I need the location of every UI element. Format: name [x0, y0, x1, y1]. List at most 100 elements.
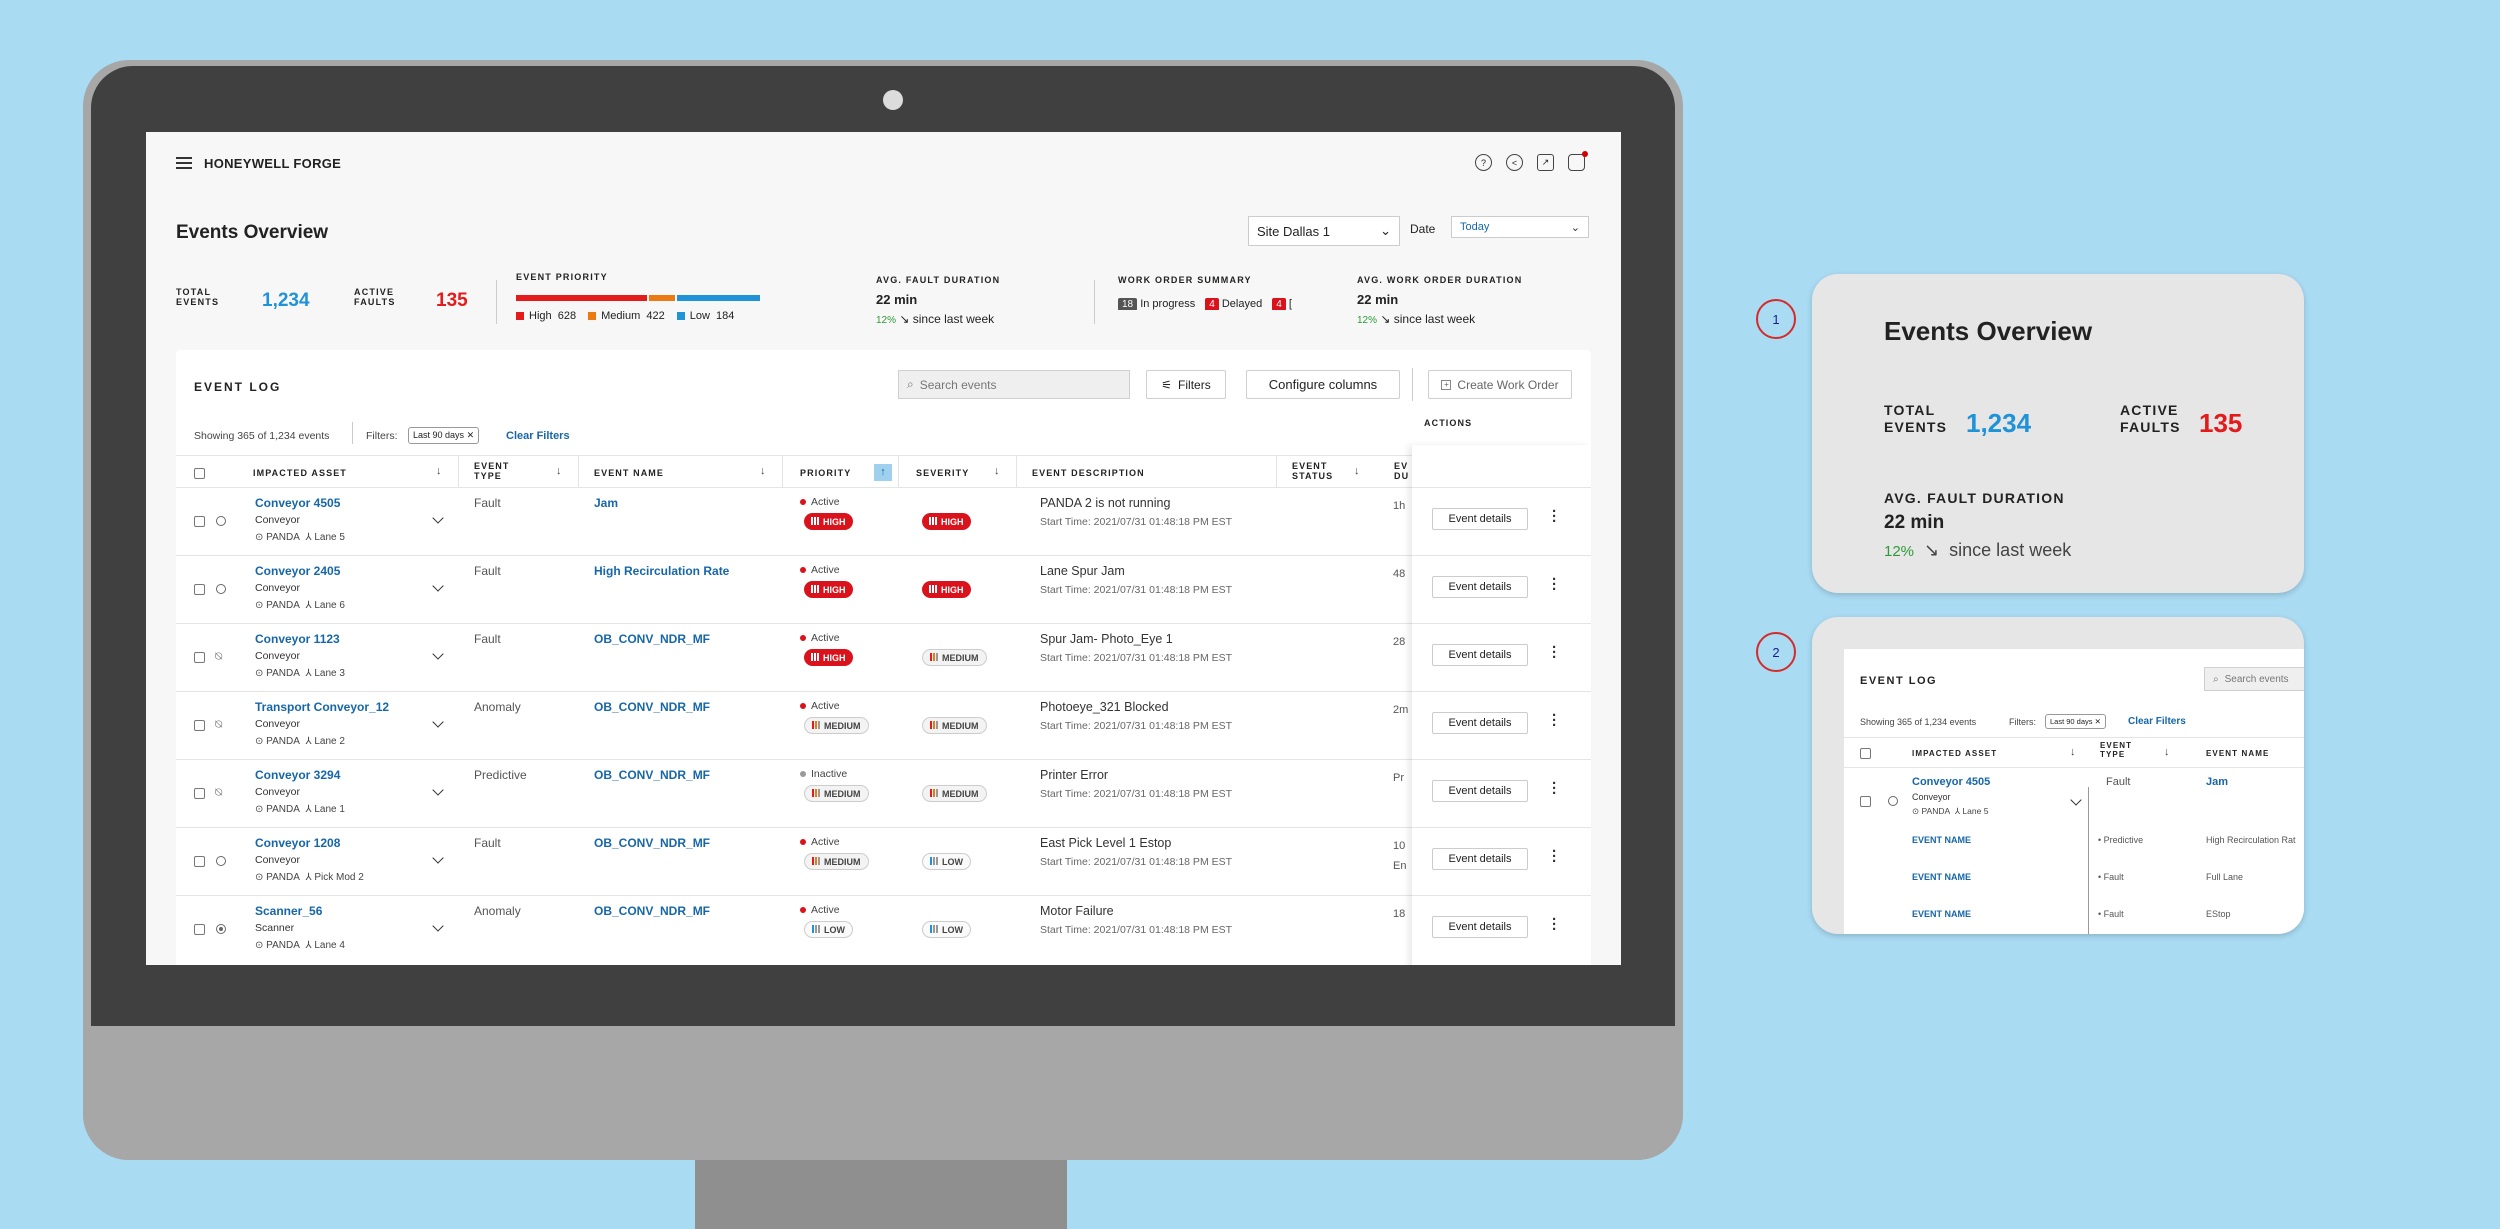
event-details-button[interactable]: Event details — [1432, 780, 1528, 802]
col-event-duration[interactable]: EV DU — [1394, 461, 1410, 481]
row-checkbox[interactable] — [194, 856, 205, 867]
table-row[interactable]: ⍉ Transport Conveyor_12 Conveyor ⊙ PANDA… — [176, 691, 1591, 759]
priority-bar — [516, 295, 760, 301]
zoom-clear-filters[interactable]: Clear Filters — [2128, 716, 2186, 727]
zoom-filter-chip[interactable]: Last 90 days ✕ — [2045, 714, 2106, 729]
pin-icon: ⊙ — [255, 804, 264, 815]
table-row[interactable]: Conveyor 2405 Conveyor ⊙ PANDA ⅄ Lane 6 … — [176, 555, 1591, 623]
event-name-link[interactable]: High Recirculation Rate — [594, 564, 730, 578]
sort-arrow-icon[interactable]: ↓ — [436, 465, 442, 477]
search-input[interactable]: ⌕ Search events — [898, 370, 1130, 399]
chevron-down-icon[interactable] — [432, 580, 444, 592]
chevron-down-icon[interactable] — [432, 784, 444, 796]
date-select[interactable]: Today ⌄ — [1451, 216, 1589, 238]
more-options-icon[interactable]: · · · — [1552, 571, 1557, 598]
priority-legend: High 628 Medium 422 Low 184 — [516, 310, 734, 322]
more-options-icon[interactable]: · · · — [1552, 843, 1557, 870]
row-checkbox[interactable] — [194, 516, 205, 527]
event-details-button[interactable]: Event details — [1432, 644, 1528, 666]
row-checkbox[interactable] — [194, 652, 205, 663]
asset-link[interactable]: Conveyor 1123 — [255, 632, 340, 646]
event-name-link[interactable]: OB_CONV_NDR_MF — [594, 904, 711, 918]
sort-arrow-icon[interactable]: ↓ — [1354, 465, 1360, 477]
event-name-link[interactable]: OB_CONV_NDR_MF — [594, 768, 711, 782]
more-options-icon[interactable]: · · · — [1552, 503, 1557, 530]
event-details-label: Event details — [1448, 581, 1512, 593]
event-name-link[interactable]: OB_CONV_NDR_MF — [594, 700, 711, 714]
chevron-down-icon[interactable] — [432, 512, 444, 524]
zoom-table-row[interactable]: Conveyor 4505 Conveyor ⊙ PANDA ⅄ Lane 5 … — [1844, 767, 2304, 829]
menu-icon[interactable] — [176, 157, 192, 169]
sort-up-icon[interactable]: ↑ — [874, 464, 892, 481]
work-order-summary-label: WORK ORDER SUMMARY — [1118, 275, 1252, 285]
col-event-status[interactable]: EVENT STATUS — [1292, 461, 1334, 481]
status-indicator: Inactive — [800, 768, 847, 780]
more-options-icon[interactable]: · · · — [1552, 911, 1557, 938]
filters-button[interactable]: ⚟ Filters — [1146, 370, 1226, 399]
more-options-icon[interactable]: · · · — [1552, 707, 1557, 734]
col-event-name[interactable]: EVENT NAME — [594, 468, 665, 478]
col-impacted-asset[interactable]: IMPACTED ASSET — [253, 468, 347, 478]
clear-filters-link[interactable]: Clear Filters — [506, 430, 570, 442]
zoom-asset[interactable]: Conveyor 4505 — [1912, 776, 1991, 788]
chevron-down-icon[interactable] — [2070, 794, 2082, 806]
configure-columns-button[interactable]: Configure columns — [1246, 370, 1400, 399]
chevron-down-icon[interactable] — [432, 716, 444, 728]
more-options-icon[interactable]: · · · — [1552, 639, 1557, 666]
asset-link[interactable]: Conveyor 3294 — [255, 768, 341, 782]
row-checkbox[interactable] — [1860, 796, 1871, 807]
close-icon[interactable]: ✕ — [466, 430, 475, 440]
sort-arrow-icon[interactable]: ↓ — [760, 465, 766, 477]
asset-link[interactable]: Conveyor 1208 — [255, 836, 341, 850]
select-all-checkbox[interactable] — [194, 468, 205, 479]
zoom-col-event-name: EVENT NAME — [2206, 749, 2270, 758]
more-options-icon[interactable]: · · · — [1552, 775, 1557, 802]
row-checkbox[interactable] — [194, 720, 205, 731]
col-severity[interactable]: SEVERITY — [916, 468, 970, 478]
event-name-link[interactable]: Jam — [594, 496, 619, 510]
event-details-button[interactable]: Event details — [1432, 508, 1528, 530]
col-priority[interactable]: PRIORITY — [800, 468, 852, 478]
table-row[interactable]: Scanner_56 Scanner ⊙ PANDA ⅄ Lane 4 Anom… — [176, 895, 1591, 963]
chevron-down-icon[interactable] — [432, 920, 444, 932]
zoom-event-name[interactable]: Jam — [2206, 776, 2229, 788]
zoom-sub-event-name[interactable]: EVENT NAME — [1912, 835, 1972, 845]
site-select[interactable]: Site Dallas 1 ⌄ — [1248, 216, 1400, 246]
row-checkbox[interactable] — [194, 788, 205, 799]
asset-link[interactable]: Conveyor 4505 — [255, 496, 341, 510]
brand-logo: HONEYWELL FORGE — [204, 155, 342, 171]
table-row[interactable]: ⍉ Conveyor 3294 Conveyor ⊙ PANDA ⅄ Lane … — [176, 759, 1591, 827]
asset-link[interactable]: Conveyor 2405 — [255, 564, 341, 578]
sort-arrow-icon[interactable]: ↓ — [994, 465, 1000, 477]
chevron-down-icon[interactable] — [432, 852, 444, 864]
event-details-button[interactable]: Event details — [1432, 848, 1528, 870]
zoom-select-all[interactable] — [1860, 748, 1871, 759]
notification-bell-icon[interactable] — [1568, 151, 1588, 171]
event-details-button[interactable]: Event details — [1432, 576, 1528, 598]
asset-link[interactable]: Scanner_56 — [255, 904, 323, 918]
col-event-type[interactable]: EVENT TYPE — [474, 461, 510, 481]
chevron-down-icon[interactable] — [432, 648, 444, 660]
create-work-order-button[interactable]: + Create Work Order — [1428, 370, 1572, 399]
row-checkbox[interactable] — [194, 924, 205, 935]
event-name-link[interactable]: OB_CONV_NDR_MF — [594, 836, 711, 850]
share-icon[interactable]: < — [1506, 154, 1523, 171]
event-details-button[interactable]: Event details — [1432, 712, 1528, 734]
zoom-search-input[interactable]: ⌕ Search events — [2204, 667, 2304, 691]
table-row[interactable]: Conveyor 4505 Conveyor ⊙ PANDA ⅄ Lane 5 … — [176, 487, 1591, 555]
table-row[interactable]: ⍉ Conveyor 1123 Conveyor ⊙ PANDA ⅄ Lane … — [176, 623, 1591, 691]
table-row[interactable]: Conveyor 1208 Conveyor ⊙ PANDA ⅄ Pick Mo… — [176, 827, 1591, 895]
filter-chip[interactable]: Last 90 days ✕ — [408, 427, 480, 444]
expand-icon[interactable]: ↗ — [1537, 154, 1554, 171]
row-checkbox[interactable] — [194, 584, 205, 595]
zoom-sub-event-name[interactable]: EVENT NAME — [1912, 872, 1972, 882]
sort-arrow-icon[interactable]: ↓ — [556, 465, 562, 477]
asset-link[interactable]: Transport Conveyor_12 — [255, 700, 390, 714]
event-name-link[interactable]: OB_CONV_NDR_MF — [594, 632, 711, 646]
fault-duration-value: 22 min — [876, 292, 918, 307]
zoom-sub-event-name[interactable]: EVENT NAME — [1912, 909, 1972, 919]
event-details-button[interactable]: Event details — [1432, 916, 1528, 938]
row-divider — [1412, 759, 1591, 760]
help-icon[interactable]: ? — [1475, 154, 1492, 171]
col-event-description[interactable]: EVENT DESCRIPTION — [1032, 468, 1145, 478]
